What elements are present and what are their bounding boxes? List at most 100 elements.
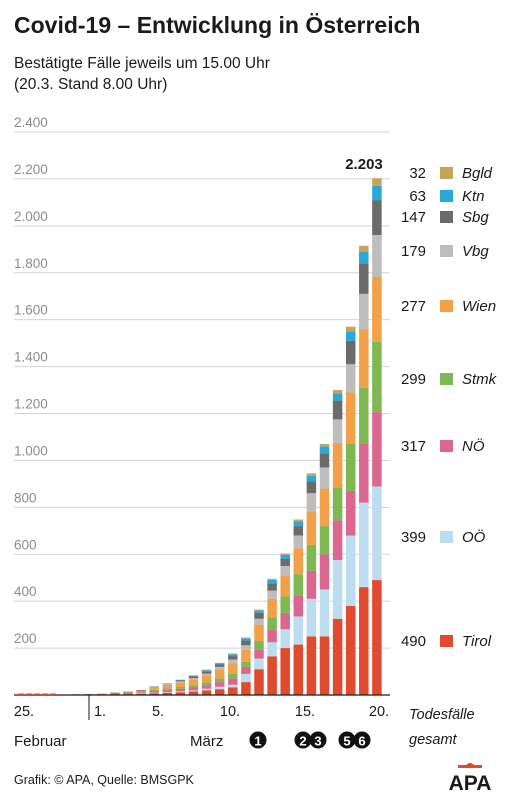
bar-segment-vbg [188, 678, 199, 680]
bar-segment-stmk [319, 526, 330, 555]
bar-segment-oö [319, 589, 330, 637]
bar-segment-nö [162, 689, 173, 692]
bar-stub [42, 693, 48, 695]
bar-segment-tirol [136, 693, 146, 695]
bar-segment-sbg [319, 453, 330, 468]
bar-segment-sbg [267, 583, 277, 591]
bar-segment-nö [123, 693, 133, 695]
bar-segment-sbg [214, 664, 225, 667]
deaths-marker [338, 731, 356, 749]
bar-segment-sbg [359, 263, 369, 294]
y-tick-label: 2.400 [14, 115, 48, 130]
bar-segment-ktn [332, 393, 343, 401]
bar-segment-oö [136, 693, 146, 694]
bar-segment-bgld [332, 390, 343, 394]
bar-segment-vbg [359, 293, 369, 330]
bar-segment-tirol [254, 669, 264, 695]
legend-name: Ktn [462, 188, 485, 205]
deaths-marker [309, 731, 327, 749]
bar-segment-sbg [345, 340, 356, 365]
bar-segment-nö [188, 687, 199, 691]
x-tick-label: 15. [295, 704, 315, 720]
bar-segment-tirol [345, 605, 356, 695]
bar-segment-stmk [162, 688, 173, 690]
bar-segment-tirol [175, 692, 186, 695]
bar-segment-stmk [332, 487, 343, 521]
bar-segment-tirol [228, 687, 238, 695]
total-label: 2.203 [345, 156, 383, 173]
bar-segment-vbg [319, 467, 330, 489]
bar-segment-bgld [306, 473, 317, 476]
bar-segment-bgld [228, 653, 238, 655]
legend-name: Bgld [462, 165, 493, 182]
bar-segment-sbg [228, 656, 238, 660]
legend-value: 277 [401, 298, 426, 315]
bar-segment-vbg [254, 618, 264, 625]
bar-segment-sbg [280, 558, 290, 566]
bar-segment-oö [149, 692, 159, 694]
bar-segment-bgld [280, 553, 290, 555]
bar-segment-bgld [241, 637, 251, 639]
bar-segment-wien [149, 687, 159, 690]
bar-segment-vbg [280, 565, 290, 576]
bar-segment-tirol [306, 636, 317, 695]
y-tick-label: 200 [14, 631, 37, 646]
bar-segment-tirol [188, 691, 199, 695]
bar-segment-wien [241, 649, 251, 662]
y-tick-label: 2.000 [14, 209, 48, 224]
bar-segment-bgld [267, 578, 277, 581]
bar-segment-stmk [293, 574, 304, 596]
bar-segment-oö [254, 658, 264, 670]
bar-segment-tirol [201, 690, 212, 695]
bar-segment-sbg [136, 690, 146, 691]
bar-segment-stmk [123, 692, 133, 694]
bar-segment-wien [97, 693, 107, 695]
x-tick-label: 25. [14, 704, 34, 720]
bar-segment-nö [241, 666, 251, 674]
bar-segment-ktn [241, 638, 251, 641]
bar-segment-nö [254, 649, 264, 659]
bar-segment-ktn [201, 670, 212, 672]
bar-segment-wien [254, 624, 264, 642]
bar-segment-sbg [175, 680, 186, 682]
bar-segment-oö [241, 673, 251, 683]
legend-swatch-wien [440, 300, 453, 312]
bar-segment-wien [280, 575, 290, 597]
deaths-marker [294, 731, 312, 749]
logo-text: APA [449, 772, 492, 793]
bar-segment-wien [214, 669, 225, 679]
bar-segment-sbg [110, 692, 120, 694]
x-tick-label: 20. [369, 704, 389, 720]
bar-segment-nö [293, 595, 304, 617]
bar-segment-nö [83, 694, 94, 695]
bar-segment-ktn [280, 554, 290, 559]
bar-segment-ktn [293, 521, 304, 527]
bar-segment-oö [280, 629, 290, 649]
bar-segment-tirol [280, 648, 290, 695]
bar-segment-vbg [332, 419, 343, 443]
bar-segment-stmk [136, 691, 146, 693]
deaths-count: 3 [314, 734, 321, 749]
legend-swatch-stmk [440, 373, 453, 385]
chart-subtitle: Bestätigte Fälle jeweils um 15.00 Uhr (2… [14, 53, 270, 95]
legend-name: Wien [462, 298, 496, 315]
legend-swatch-oö [440, 531, 453, 543]
legend-name: NÖ [462, 437, 485, 455]
bar-segment-bgld [345, 326, 356, 332]
bar-segment-ktn [175, 679, 186, 681]
bar-segment-vbg [345, 364, 356, 393]
legend-swatch-tirol [440, 635, 453, 647]
bar-segment-stmk [345, 443, 356, 491]
bar-segment-tirol [267, 656, 277, 695]
legend-value: 179 [401, 243, 426, 260]
bar-stub [18, 693, 24, 695]
bar-segment-oö [162, 691, 173, 693]
legend-name: Tirol [462, 633, 492, 650]
bar-segment-bgld [214, 662, 225, 664]
bar-segment-ktn [306, 475, 317, 482]
bar-segment-ktn [345, 331, 356, 341]
bar-segment-oö [293, 616, 304, 645]
bar-segment-wien [359, 329, 369, 388]
bar-segment-nö [175, 688, 186, 692]
